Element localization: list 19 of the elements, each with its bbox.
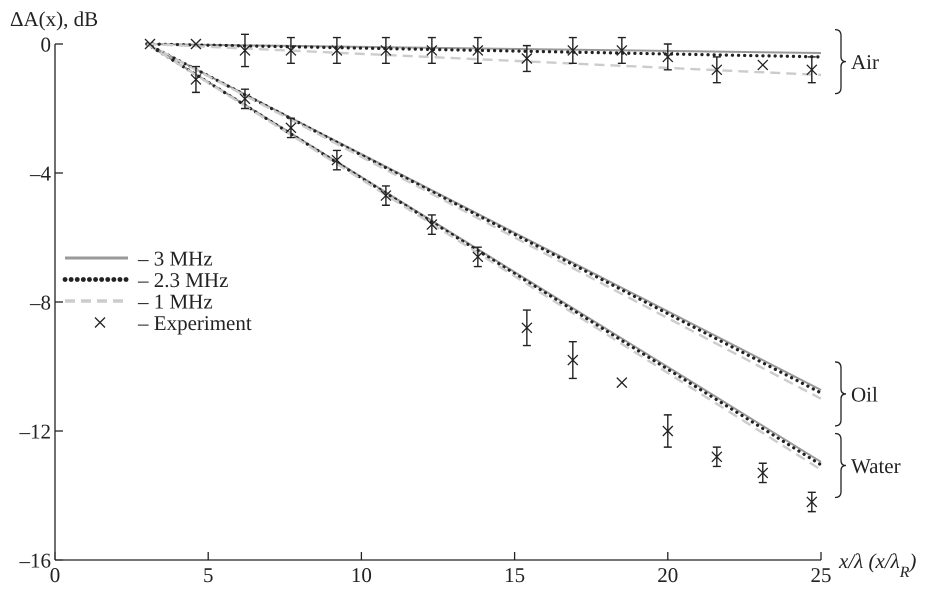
- legend-label: – Experiment: [137, 310, 252, 335]
- x-tick-label: 5: [202, 563, 214, 587]
- y-tick-label: –4: [29, 161, 52, 186]
- y-tick-label: –12: [18, 419, 51, 444]
- legend-label: – 1 MHz: [137, 289, 213, 314]
- legend-label: – 3 MHz: [137, 246, 213, 270]
- y-axis-title: ΔA(x), dB: [10, 7, 98, 31]
- x-tick-label: 25: [810, 563, 832, 587]
- x-tick-label: 10: [350, 563, 372, 587]
- x-tick-label: 20: [657, 563, 678, 587]
- text: Air: [851, 50, 879, 74]
- text: Oil: [851, 382, 878, 406]
- text: Water: [851, 454, 901, 478]
- x-tick-label: 15: [504, 563, 526, 587]
- x-axis-title: x/λ (x/λ$_{R}$): [838, 549, 916, 580]
- y-tick-label: 0: [40, 32, 51, 56]
- y-tick-label: –8: [29, 290, 51, 314]
- y-tick-label: –16: [18, 548, 51, 572]
- legend-label: – 2.3 MHz: [137, 268, 228, 292]
